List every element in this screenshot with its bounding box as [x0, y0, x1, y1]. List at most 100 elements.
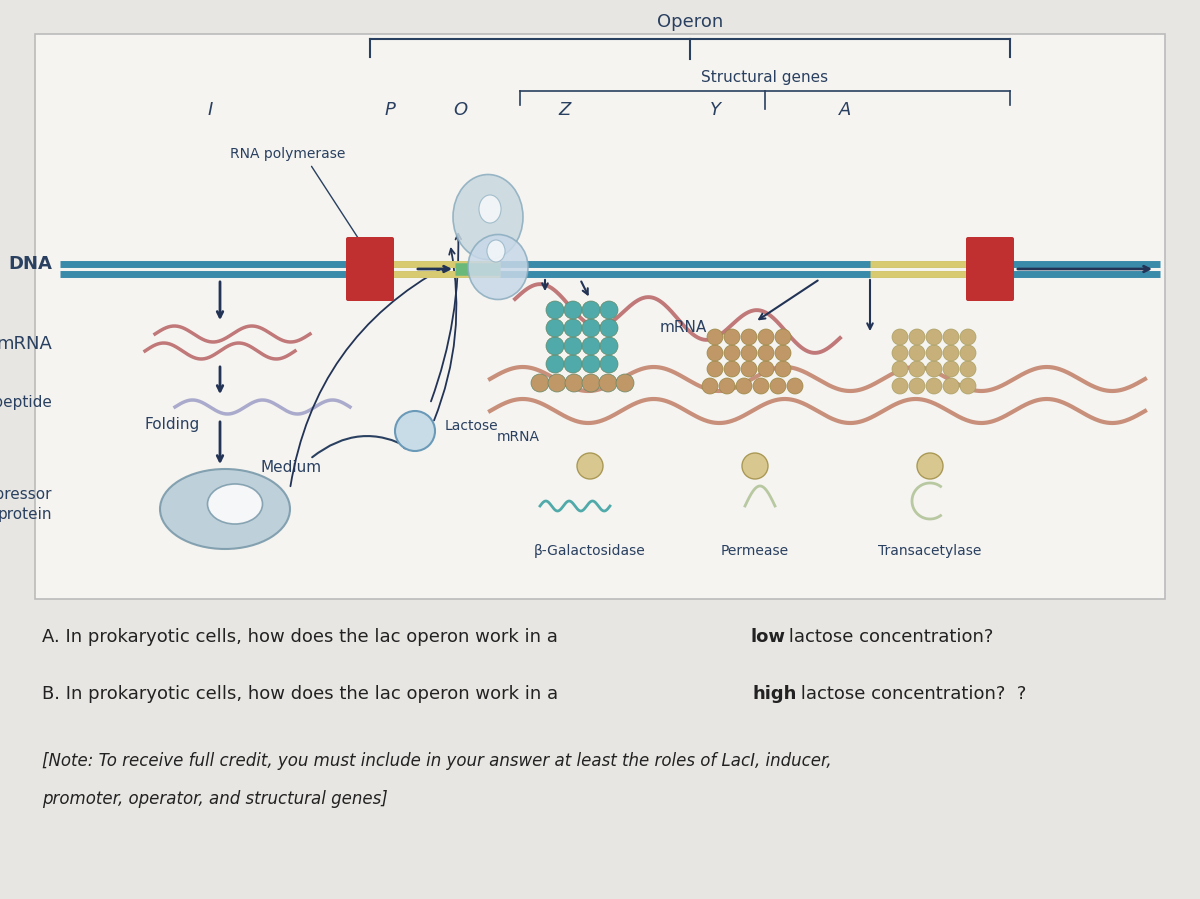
Ellipse shape	[454, 174, 523, 260]
Circle shape	[742, 453, 768, 479]
Circle shape	[395, 411, 436, 451]
Circle shape	[564, 319, 582, 337]
Text: Z: Z	[559, 101, 571, 119]
Text: mRNA: mRNA	[660, 319, 707, 334]
Circle shape	[943, 378, 959, 394]
Circle shape	[775, 345, 791, 361]
Circle shape	[564, 355, 582, 373]
Text: Y: Y	[709, 101, 720, 119]
Circle shape	[926, 361, 942, 377]
Circle shape	[548, 374, 566, 392]
Circle shape	[600, 301, 618, 319]
Circle shape	[736, 378, 752, 394]
Text: Repressor: Repressor	[0, 486, 52, 502]
Circle shape	[758, 345, 774, 361]
Ellipse shape	[479, 195, 502, 223]
Circle shape	[960, 361, 976, 377]
Circle shape	[565, 374, 583, 392]
Circle shape	[943, 361, 959, 377]
Circle shape	[910, 345, 925, 361]
Circle shape	[564, 337, 582, 355]
Circle shape	[724, 345, 740, 361]
Ellipse shape	[208, 484, 263, 524]
Circle shape	[724, 329, 740, 345]
Text: A. In prokaryotic cells, how does the lac operon work in a: A. In prokaryotic cells, how does the la…	[42, 628, 564, 646]
Text: Structural genes: Structural genes	[702, 70, 828, 85]
Circle shape	[577, 453, 604, 479]
Circle shape	[582, 301, 600, 319]
Circle shape	[754, 378, 769, 394]
Text: [Note: To receive full credit, you must include in your answer at least the role: [Note: To receive full credit, you must …	[42, 752, 832, 770]
Circle shape	[910, 329, 925, 345]
Text: Transacetylase: Transacetylase	[878, 544, 982, 558]
Circle shape	[719, 378, 734, 394]
FancyBboxPatch shape	[35, 34, 1165, 599]
Ellipse shape	[487, 240, 505, 262]
Circle shape	[600, 355, 618, 373]
Circle shape	[892, 345, 908, 361]
Circle shape	[600, 319, 618, 337]
Text: Medium: Medium	[260, 459, 322, 475]
Circle shape	[926, 345, 942, 361]
Circle shape	[775, 361, 791, 377]
Circle shape	[960, 345, 976, 361]
FancyBboxPatch shape	[966, 237, 1014, 301]
Ellipse shape	[160, 469, 290, 549]
Text: O: O	[452, 101, 467, 119]
Text: RNA polymerase: RNA polymerase	[230, 147, 346, 161]
Circle shape	[892, 361, 908, 377]
Circle shape	[943, 345, 959, 361]
Circle shape	[775, 329, 791, 345]
Circle shape	[546, 337, 564, 355]
Circle shape	[582, 337, 600, 355]
Circle shape	[546, 355, 564, 373]
Text: Polypeptide: Polypeptide	[0, 395, 52, 410]
Text: I: I	[208, 101, 212, 119]
Circle shape	[742, 329, 757, 345]
Circle shape	[707, 345, 722, 361]
Circle shape	[564, 301, 582, 319]
Text: β-Galactosidase: β-Galactosidase	[534, 544, 646, 558]
Circle shape	[758, 361, 774, 377]
Circle shape	[707, 329, 722, 345]
Circle shape	[926, 378, 942, 394]
Circle shape	[546, 319, 564, 337]
Circle shape	[530, 374, 550, 392]
Text: lactose concentration?  ?: lactose concentration? ?	[796, 685, 1026, 703]
Circle shape	[616, 374, 634, 392]
Text: protein: protein	[0, 506, 52, 521]
Text: Lactose: Lactose	[445, 419, 499, 433]
Circle shape	[910, 378, 925, 394]
Text: mRNA: mRNA	[0, 335, 52, 353]
Circle shape	[707, 361, 722, 377]
Text: high: high	[752, 685, 797, 703]
Text: Permease: Permease	[721, 544, 790, 558]
Circle shape	[582, 374, 600, 392]
Circle shape	[582, 319, 600, 337]
Circle shape	[546, 301, 564, 319]
Circle shape	[892, 378, 908, 394]
Text: promoter, operator, and structural genes]: promoter, operator, and structural genes…	[42, 790, 388, 808]
Circle shape	[960, 378, 976, 394]
Circle shape	[600, 337, 618, 355]
FancyBboxPatch shape	[346, 237, 394, 301]
Text: low: low	[750, 628, 785, 646]
Circle shape	[582, 355, 600, 373]
Circle shape	[724, 361, 740, 377]
Text: B. In prokaryotic cells, how does the lac operon work in a: B. In prokaryotic cells, how does the la…	[42, 685, 564, 703]
Text: P: P	[384, 101, 396, 119]
Text: DNA: DNA	[8, 255, 52, 273]
Text: A: A	[839, 101, 851, 119]
Circle shape	[917, 453, 943, 479]
Circle shape	[758, 329, 774, 345]
Circle shape	[910, 361, 925, 377]
Circle shape	[787, 378, 803, 394]
Text: Folding: Folding	[145, 417, 200, 432]
Circle shape	[892, 329, 908, 345]
Circle shape	[742, 345, 757, 361]
Circle shape	[770, 378, 786, 394]
Circle shape	[960, 329, 976, 345]
Ellipse shape	[468, 235, 528, 299]
Circle shape	[943, 329, 959, 345]
Text: mRNA: mRNA	[497, 430, 540, 444]
